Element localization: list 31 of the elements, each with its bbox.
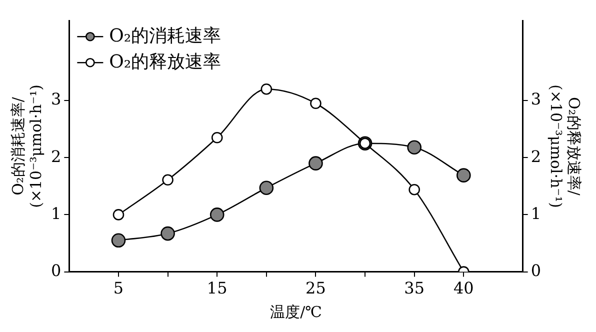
x-tick-label: 5 (113, 278, 124, 298)
y2-tick-label: 3 (530, 90, 542, 109)
y-tick-label: 1 (50, 204, 62, 223)
point (162, 174, 174, 186)
point (407, 140, 422, 154)
x-axis-title: 温度/℃ (270, 302, 322, 321)
point (111, 233, 126, 248)
x-tick-label: 40 (453, 278, 474, 298)
legend-label: O₂的释放速率 (109, 51, 222, 72)
point (211, 132, 223, 144)
y-tick-label: 0 (50, 260, 62, 280)
legend-label: O₂的消耗速率 (109, 25, 222, 46)
point (308, 156, 323, 170)
y2-tick-label: 0 (530, 260, 542, 280)
x-tick-label: 35 (404, 278, 425, 298)
y-tick-label: 2 (50, 146, 62, 166)
x-tick-label: 15 (206, 278, 228, 298)
point (456, 168, 471, 182)
y-tick-label: 3 (50, 90, 62, 109)
point (260, 83, 272, 95)
point (259, 180, 274, 196)
y2-tick-label: 1 (530, 204, 542, 223)
x-tick-label: 25 (306, 278, 326, 298)
point (408, 184, 420, 196)
y2-axis-title: O₂的释放速率/(×10⁻³μmol·h⁻¹) (547, 84, 584, 208)
y2-tick-label: 2 (530, 146, 542, 166)
point (210, 208, 224, 222)
y-axis-title: O₂的消耗速率/(×10⁻³μmol·h⁻¹) (8, 84, 45, 208)
point (160, 226, 175, 241)
point (112, 209, 124, 220)
point (310, 98, 322, 110)
